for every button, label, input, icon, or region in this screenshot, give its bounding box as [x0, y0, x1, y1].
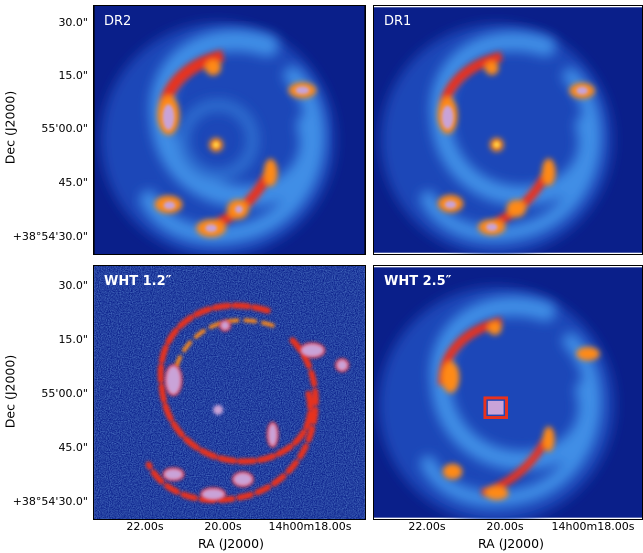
panel-wht12: WHT 1.2″ — [93, 265, 366, 520]
dr1-image — [374, 6, 642, 254]
wht12-image — [94, 266, 365, 519]
ytick-top-3: 55'00.0" — [41, 122, 88, 135]
ytick-bottom-3: 55'00.0" — [41, 387, 88, 400]
ytick-top-1: 30.0" — [58, 16, 88, 29]
xlabel-left: RA (J2000) — [198, 536, 264, 551]
panel-label-wht25: WHT 2.5″ — [384, 274, 452, 289]
panel-dr1: DR1 — [373, 5, 643, 255]
wht25-image — [374, 266, 642, 519]
panel-wht25: WHT 2.5″ — [373, 265, 643, 520]
ytick-top-5: +38°54'30.0" — [12, 230, 88, 243]
xtick-right-1: 22.00s — [408, 520, 446, 533]
panel-label-dr2: DR2 — [104, 14, 132, 29]
ytick-bottom-5: +38°54'30.0" — [12, 495, 88, 508]
xtick-right-3: 14h00m18.00s — [551, 520, 635, 533]
xtick-right-2: 20.00s — [486, 520, 524, 533]
panel-label-wht12: WHT 1.2″ — [104, 274, 172, 289]
xtick-left-2: 20.00s — [204, 520, 242, 533]
xtick-left-3: 14h00m18.00s — [268, 520, 352, 533]
xlabel-right: RA (J2000) — [478, 536, 544, 551]
ylabel-top: Dec (J2000) — [2, 90, 18, 165]
dr2-image — [94, 6, 365, 254]
ytick-bottom-4: 45.0" — [58, 441, 88, 454]
ylabel-bottom: Dec (J2000) — [2, 354, 18, 429]
xtick-left-1: 22.00s — [126, 520, 164, 533]
panel-label-dr1: DR1 — [384, 14, 412, 29]
ytick-top-2: 15.0" — [58, 69, 88, 82]
panel-dr2: DR2 — [93, 5, 366, 255]
ytick-top-4: 45.0" — [58, 176, 88, 189]
ytick-bottom-1: 30.0" — [58, 279, 88, 292]
ytick-bottom-2: 15.0" — [58, 333, 88, 346]
